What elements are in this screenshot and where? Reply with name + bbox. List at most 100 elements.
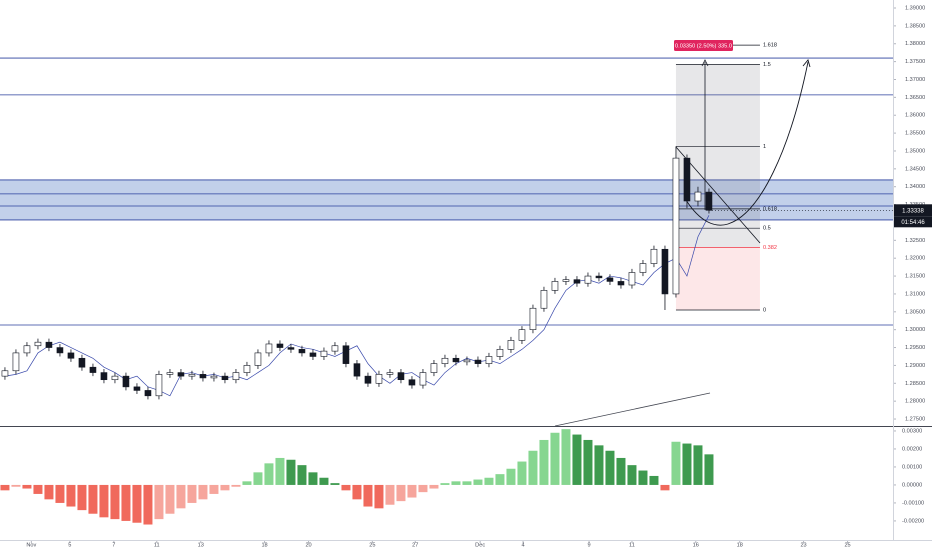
osc-bar <box>462 481 472 485</box>
fib-label: 0.5 <box>763 226 771 232</box>
osc-bar <box>231 484 241 487</box>
osc-tick-label: -0.00200 <box>902 518 924 524</box>
candle-body <box>265 343 273 354</box>
y-tick-label: 1.29000 <box>905 363 925 369</box>
osc-bar <box>451 481 461 485</box>
candle-body <box>353 363 361 377</box>
osc-bar <box>33 484 43 494</box>
measure-label: 0.03350 (2.50%) 335.0 <box>675 43 732 49</box>
candle-body <box>628 272 636 286</box>
candle-body <box>12 352 20 372</box>
osc-bar <box>297 465 307 485</box>
y-tick-label: 1.39000 <box>905 5 925 11</box>
osc-bar <box>440 483 450 485</box>
osc-bar <box>594 445 604 485</box>
osc-tick-label: 0.00000 <box>902 482 922 488</box>
y-tick-label: 1.29500 <box>905 345 925 351</box>
candle-body <box>705 191 713 211</box>
countdown-box <box>894 216 932 228</box>
osc-bar <box>220 484 230 491</box>
candle-body <box>23 345 31 354</box>
osc-bar <box>352 484 362 500</box>
x-tick-label: 11 <box>154 542 160 548</box>
osc-bar <box>55 484 65 503</box>
osc-tick-label: 0.00100 <box>902 464 922 470</box>
back-layer: 1.27500 1.28000 1.28500 1.29000 1.29500 1.300… <box>0 5 925 548</box>
osc-bar <box>539 439 549 485</box>
candle-body <box>320 350 328 357</box>
osc-bar <box>682 443 692 485</box>
candle-body <box>100 372 108 381</box>
x-tick-label: 20 <box>305 542 311 548</box>
osc-bar <box>506 468 516 485</box>
osc-bar <box>165 484 175 514</box>
candle-body <box>485 356 493 364</box>
osc-bar <box>660 484 670 491</box>
osc-bar <box>22 484 32 489</box>
osc-bar <box>176 484 186 509</box>
y-tick-label: 1.32500 <box>905 238 925 244</box>
osc-bar <box>528 450 538 485</box>
candle-body <box>221 375 229 381</box>
projection-curve <box>685 61 809 226</box>
candle-body <box>232 372 240 381</box>
y-tick-label: 1.36500 <box>905 95 925 101</box>
candle-body <box>34 341 42 347</box>
candle-body <box>430 363 438 373</box>
candle-body <box>67 352 75 359</box>
candle-body <box>45 341 53 348</box>
osc-bar <box>121 484 131 521</box>
osc-bar <box>330 483 340 485</box>
y-tick-label: 1.30500 <box>905 309 925 315</box>
measure-box <box>674 40 733 51</box>
y-tick-label: 1.37500 <box>905 59 925 65</box>
basis-line <box>4 215 710 397</box>
candle-body <box>507 340 515 350</box>
candle-body <box>650 248 658 264</box>
osc-bar <box>308 472 318 485</box>
osc-bar <box>110 484 120 520</box>
osc-bar <box>484 477 494 485</box>
y-tick-label: 1.37000 <box>905 77 925 83</box>
osc-bar <box>616 457 626 485</box>
y-tick-label: 1.32000 <box>905 256 925 262</box>
fib-label: 0 <box>763 308 766 314</box>
countdown-label: 01:54:46 <box>901 220 925 226</box>
fib-label: 1 <box>763 144 766 150</box>
x-tick-label: 25 <box>369 542 375 548</box>
candle-body <box>529 307 537 330</box>
candle-body <box>573 279 581 284</box>
osc-bar <box>385 484 395 505</box>
osc-bar <box>605 450 615 485</box>
candle-body <box>408 379 416 386</box>
candle-body <box>144 390 152 397</box>
osc-bar <box>517 461 527 485</box>
y-tick-label: 1.36000 <box>905 113 925 119</box>
osc-bar <box>275 457 285 485</box>
candle-body <box>562 279 570 282</box>
osc-bar <box>429 484 439 489</box>
osc-bar <box>242 481 252 485</box>
osc-bar <box>209 484 219 494</box>
osc-bar <box>473 479 483 485</box>
osc-bar <box>253 472 263 485</box>
x-tick-label: 4 <box>521 542 524 548</box>
y-tick-label: 1.30000 <box>905 327 925 333</box>
y-tick-label: 1.27500 <box>905 417 925 423</box>
candle-body <box>56 347 64 354</box>
osc-bar <box>649 475 659 485</box>
osc-bar <box>77 484 87 511</box>
x-tick-label: 11 <box>629 542 635 548</box>
candle-body <box>276 343 284 348</box>
candle-body <box>364 375 372 384</box>
candle-body <box>89 366 97 373</box>
x-tick-label: Nov <box>26 542 36 548</box>
candle-body <box>210 375 218 379</box>
y-tick-label: 1.28500 <box>905 381 925 387</box>
fib-label: 1.5 <box>763 62 771 68</box>
y-tick-label: 1.35500 <box>905 131 925 137</box>
candle-body <box>584 275 592 284</box>
candle-body <box>474 359 482 364</box>
osc-bar <box>341 484 351 491</box>
